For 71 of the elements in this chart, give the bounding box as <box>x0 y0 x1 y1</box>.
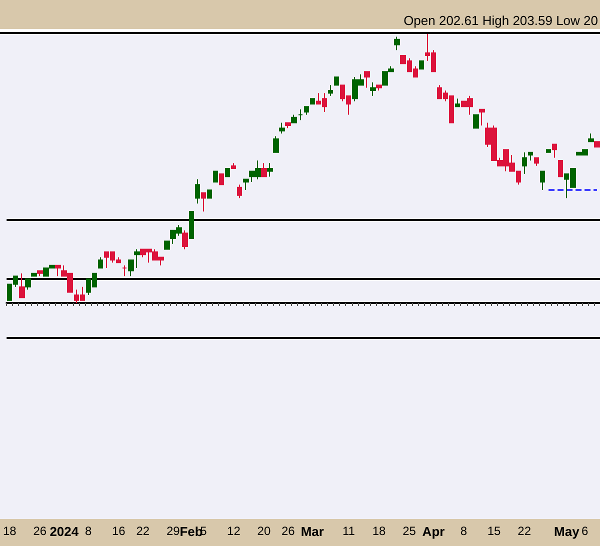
candlestick <box>540 170 545 191</box>
candlestick <box>552 144 557 158</box>
candlestick <box>419 60 424 70</box>
candlestick <box>164 240 170 250</box>
candlestick <box>37 270 43 277</box>
candlestick <box>128 259 134 277</box>
candlestick <box>298 108 303 121</box>
x-tick-label: 20 <box>257 524 271 538</box>
x-tick-label: 8 <box>460 524 468 538</box>
candlestick <box>310 98 315 104</box>
x-tick-label: 22 <box>136 524 150 538</box>
x-tick-label: 11 <box>342 524 356 538</box>
candlestick <box>534 157 539 166</box>
candlestick <box>479 108 485 126</box>
candlestick <box>261 162 267 178</box>
x-tick-label: 25 <box>402 524 416 538</box>
candlestick <box>134 248 140 269</box>
candlestick <box>55 264 61 277</box>
x-tick-label: 26 <box>33 524 47 538</box>
candlestick <box>546 149 551 153</box>
candlestick <box>237 184 242 199</box>
x-tick-label: Apr <box>422 524 445 539</box>
x-tick-label: 8 <box>85 524 92 538</box>
candlestick <box>207 190 212 199</box>
candlestick <box>558 160 563 178</box>
candlestick <box>522 152 527 174</box>
candlestick <box>31 272 37 277</box>
candlestick <box>291 114 297 124</box>
candlestick <box>213 170 218 182</box>
candlestick <box>376 84 382 91</box>
candlestick <box>231 162 236 170</box>
x-tick-label: 16 <box>112 524 126 538</box>
candlestick <box>189 211 194 239</box>
candlestick <box>394 36 400 51</box>
candlestick <box>528 152 533 161</box>
x-tick-label: 26 <box>282 524 296 538</box>
x-tick-label: May <box>554 524 580 539</box>
candlestick <box>19 272 25 298</box>
candlestick <box>594 141 600 148</box>
candlestick <box>328 84 333 96</box>
candlestick <box>195 178 200 204</box>
candlestick <box>122 264 127 277</box>
x-tick-label: Mar <box>300 524 324 539</box>
x-tick-label: 18 <box>2 524 17 538</box>
x-tick-label: 6 <box>582 524 589 538</box>
candlestick <box>279 122 285 134</box>
x-tick-label: 22 <box>518 524 532 538</box>
candlestick <box>98 256 103 269</box>
candlestick <box>304 106 309 116</box>
candlestick <box>285 122 291 129</box>
candlestick <box>243 178 249 191</box>
x-tick-label: 12 <box>227 524 241 538</box>
candlestick <box>219 173 224 186</box>
x-tick-label: Feb <box>180 524 203 539</box>
candlestick <box>267 162 273 178</box>
candlestick <box>334 76 339 86</box>
x-tick-label: 18 <box>372 524 386 538</box>
candlestick <box>201 192 206 212</box>
candlestick <box>455 98 460 108</box>
x-tick-label: 15 <box>487 524 502 538</box>
candlestick <box>25 278 31 290</box>
candlestick <box>182 230 188 250</box>
text: Open 202.61 High 203.59 Low 20 <box>404 13 598 28</box>
candlestick <box>588 133 594 142</box>
x-tick-label: 2024 <box>50 524 80 539</box>
candlestick <box>364 71 370 88</box>
candlestick <box>225 168 230 178</box>
candlestick <box>273 136 279 153</box>
candlestick <box>370 82 376 96</box>
candlestick <box>473 114 479 129</box>
x-tick-label: 29 <box>166 524 180 538</box>
